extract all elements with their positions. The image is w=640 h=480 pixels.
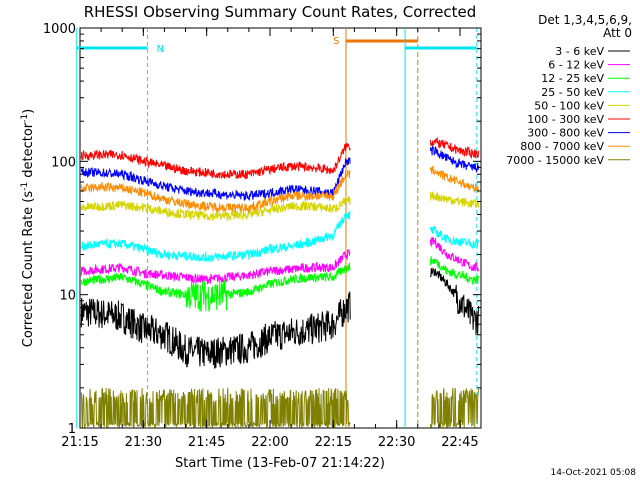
detector-info: Det 1,3,4,5,6,9, [538,13,632,27]
y-axis-label-sup1: -1 [20,182,30,191]
series-line-1-seg-1 [80,291,351,369]
x-tick-label: 22:15 [315,435,352,450]
x-tick-label: 22:30 [378,435,415,450]
plot-frame [79,27,482,429]
series-line-7-seg-1 [80,157,351,201]
y-axis-label-part1: Corrected Count Rate (s [21,191,36,348]
y-tick-label: 1000 [43,22,76,37]
series-line-4-seg-2 [429,225,480,249]
x-tick-label: 21:45 [188,435,225,450]
series-line-7-seg-2 [429,145,480,174]
chart-title: RHESSI Observing Summary Count Rates, Co… [84,3,477,21]
night-label: N [157,44,164,55]
series-line-2-seg-1 [80,248,351,285]
y-tick-label: 100 [51,155,76,170]
series-line-3-seg-2 [429,256,480,286]
x-tick-label: 22:00 [251,435,288,450]
series-line-9-seg-2 [429,387,480,429]
series-line-6-seg-1 [80,143,351,179]
timestamp: 14-Oct-2021 05:08 [551,468,637,478]
y-axis-label-part3: ) [21,109,36,114]
x-tick-label: 21:30 [125,435,162,450]
legend-entry-label: 300 - 800 keV [527,127,604,140]
legend-entry-label: 3 - 6 keV [555,45,604,58]
x-axis-ticks: 21:15 21:30 21:45 22:00 22:15 22:30 22:45 [61,28,479,450]
legend-entry-label: 800 - 7000 keV [520,140,604,153]
series-line-1-seg-2 [429,266,480,336]
y-axis-label-part2: detector [21,122,36,182]
x-tick-label: 21:15 [61,435,98,450]
series-line-8-seg-2 [429,165,480,193]
saa-label: S [333,36,339,47]
series-group [80,136,480,430]
legend-entry-label: 100 - 300 keV [527,113,604,126]
y-tick-label: 10 [59,289,76,304]
orbit-markers: NS [76,28,478,428]
attenuator-info: Att 0 [603,26,632,40]
legend-entry-label: 25 - 50 keV [541,86,604,99]
series-line-2-seg-2 [429,236,480,273]
series-line-9-seg-1 [80,387,351,430]
legend-entry-label: 7000 - 15000 keV [506,154,604,167]
series-line-5-seg-2 [429,191,480,208]
legend-entry-label: 12 - 25 keV [541,72,604,85]
series-line-8-seg-1 [80,169,351,214]
legend-entry-label: 50 - 100 keV [534,99,604,112]
y-axis-label: Corrected Count Rate (s-1 detector-1) [20,109,36,347]
x-tick-label: 22:45 [441,435,478,450]
series-line-3-seg-1 [80,261,351,312]
y-tick-label: 1 [68,422,76,437]
series-line-5-seg-1 [80,195,351,222]
series-line-4-seg-1 [80,211,351,264]
series-line-6-seg-2 [429,136,480,160]
y-axis-ticks: 1 10 100 1000 [43,22,481,437]
legend-entry-label: 6 - 12 keV [548,59,604,72]
y-axis-label-sup2: -1 [20,114,30,123]
x-axis-label: Start Time (13-Feb-07 21:14:22) [175,456,385,471]
